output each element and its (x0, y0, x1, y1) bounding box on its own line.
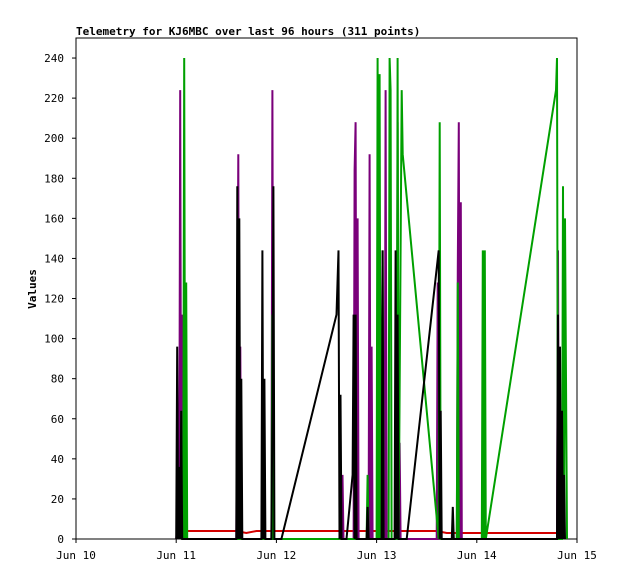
y-tick-label: 140 (44, 252, 64, 265)
x-tick-label: Jun 14 (457, 549, 497, 562)
y-axis: 0 20 40 60 80 100 120 140 160 180 200 220 240 (44, 52, 76, 546)
series-layer (175, 57, 568, 540)
y-tick-label: 120 (44, 293, 64, 306)
y-tick-label: 160 (44, 212, 64, 225)
y-tick-label: 100 (44, 333, 64, 346)
y-tick-label: 220 (44, 92, 64, 105)
y-tick-label: 60 (51, 413, 64, 426)
x-tick-label: Jun 15 (557, 549, 597, 562)
y-tick-label: 20 (51, 493, 64, 506)
y-tick-label: 40 (51, 453, 64, 466)
y-tick-label: 0 (57, 533, 64, 546)
x-tick-label: Jun 10 (56, 549, 96, 562)
y-tick-label: 180 (44, 172, 64, 185)
y-tick-label: 240 (44, 52, 64, 65)
y-tick-label: 80 (51, 373, 64, 386)
chart-title: Telemetry for KJ6MBC over last 96 hours … (76, 25, 420, 38)
x-tick-label: Jun 12 (257, 549, 297, 562)
y-tick-label: 200 (44, 132, 64, 145)
x-tick-label: Jun 11 (156, 549, 196, 562)
series-line-3 (175, 186, 566, 540)
y-axis-label: Values (26, 269, 39, 309)
series-line-2 (182, 57, 568, 540)
x-tick-label: Jun 13 (357, 549, 397, 562)
